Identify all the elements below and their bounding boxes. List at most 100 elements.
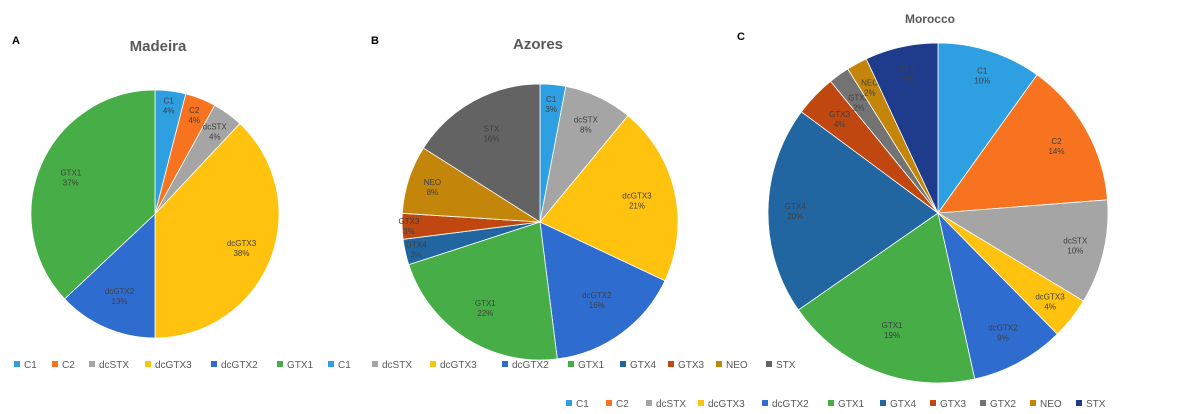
slice-label-c2: C2 14%	[1048, 137, 1064, 156]
slice-label-dcgtx2: dcGTX2 13%	[105, 287, 135, 306]
slice-label-dcstx: dcSTX 8%	[574, 116, 599, 135]
chart-title: Azores	[513, 36, 563, 53]
legend-swatch-stx	[766, 361, 772, 367]
legend-swatch-neo	[1030, 400, 1036, 406]
pie-slice-gtx1	[797, 212, 976, 384]
legend-label-gtx1: GTX1	[838, 399, 865, 410]
slice-label-gtx3: GTX3 3%	[399, 217, 420, 236]
slice-label-gtx1: GTX1 37%	[60, 169, 81, 188]
legend-label-gtx3: GTX3	[678, 360, 705, 371]
legend-label-stx: STX	[776, 360, 796, 371]
legend-swatch-dcgtx2	[211, 361, 217, 367]
slice-label-c2: C2 4%	[188, 106, 200, 125]
pie-slice-gtx1	[30, 89, 156, 300]
slice-label-stx: STX 16%	[483, 125, 499, 144]
legend-swatch-dcgtx3	[145, 361, 151, 367]
legend-swatch-dcstx	[89, 361, 95, 367]
legend-label-dcgtx2: dcGTX2	[512, 360, 549, 371]
legend-label-dcgtx2: dcGTX2	[221, 360, 258, 371]
legend-swatch-gtx1	[277, 361, 283, 367]
slice-label-dcgtx2: dcGTX2 16%	[582, 291, 612, 310]
pie-slice-gtx1	[408, 221, 558, 361]
slice-label-gtx4: GTX4 3%	[406, 241, 427, 260]
legend-swatch-gtx1	[568, 361, 574, 367]
slice-label-gtx4: GTX4 20%	[785, 202, 806, 221]
legend-swatch-dcgtx3	[430, 361, 436, 367]
legend-label-neo: NEO	[726, 360, 748, 371]
legend-label-stx: STX	[1086, 399, 1106, 410]
legend-label-dcstx: dcSTX	[99, 360, 129, 371]
legend-swatch-gtx3	[668, 361, 674, 367]
panel-letter: A	[12, 35, 20, 47]
pie-slice-dcgtx3	[539, 115, 679, 282]
slice-label-dcstx: dcSTX 4%	[203, 123, 228, 142]
legend-swatch-dcstx	[372, 361, 378, 367]
legend-swatch-c2	[606, 400, 612, 406]
pie-slice-stx	[865, 42, 939, 214]
legend-swatch-gtx4	[880, 400, 886, 406]
pie-slice-dcgtx2	[539, 221, 666, 360]
legend-swatch-c1	[14, 361, 20, 367]
legend-label-c2: C2	[62, 360, 75, 371]
legend-label-c1: C1	[24, 360, 37, 371]
legend-label-gtx1: GTX1	[578, 360, 605, 371]
legend-label-c2: C2	[616, 399, 629, 410]
legend-label-c1: C1	[576, 399, 589, 410]
legend-swatch-dcgtx2	[762, 400, 768, 406]
slice-label-gtx3: GTX3 4%	[829, 110, 850, 129]
slice-label-dcgtx3: dcGTX3 38%	[227, 239, 257, 258]
panel-letter: B	[371, 35, 379, 47]
legend-swatch-dcstx	[646, 400, 652, 406]
slice-label-dcgtx3: dcGTX3 21%	[622, 191, 652, 210]
pie-chart-madeira: A Madeira C1 4% C2 4%dcSTX 4% dcGTX3 38% dcGTX2 13…	[12, 35, 314, 371]
legend-label-dcgtx3: dcGTX3	[440, 360, 477, 371]
legend-swatch-gtx2	[980, 400, 986, 406]
legend-swatch-c1	[566, 400, 572, 406]
pie-slice-dcstx	[936, 199, 1109, 302]
legend-label-gtx3: GTX3	[940, 399, 967, 410]
chart-title: Madeira	[130, 38, 187, 55]
legend-swatch-neo	[716, 361, 722, 367]
legend-label-dcgtx3: dcGTX3	[155, 360, 192, 371]
legend-swatch-dcgtx2	[502, 361, 508, 367]
legend-label-dcstx: dcSTX	[382, 360, 412, 371]
pie-slice-c2	[937, 74, 1108, 214]
legend-label-c1: C1	[338, 360, 351, 371]
pie-slice-dcgtx3	[154, 123, 280, 339]
slice-label-c1: C1 10%	[974, 66, 990, 85]
slice-label-c1: C1 3%	[545, 95, 557, 114]
legend-label-dcstx: dcSTX	[656, 399, 686, 410]
legend-swatch-gtx1	[828, 400, 834, 406]
chart-title: Morocco	[905, 12, 955, 26]
legend-swatch-gtx3	[930, 400, 936, 406]
pie-slice-c1	[937, 42, 1038, 215]
panel-letter: C	[737, 31, 745, 43]
legend-label-dcgtx2: dcGTX2	[772, 399, 809, 410]
slice-label-c1: C1 4%	[163, 97, 175, 116]
pie-slice-gtx4	[767, 111, 939, 311]
slice-label-gtx2: GTX2 2%	[848, 93, 869, 112]
legend-swatch-dcgtx3	[698, 400, 704, 406]
legend-swatch-c2	[52, 361, 58, 367]
legend-label-neo: NEO	[1040, 399, 1062, 410]
slice-label-neo: NEO 2%	[861, 79, 878, 98]
pie-slice-dcgtx2	[937, 211, 1058, 380]
legend-label-dcgtx3: dcGTX3	[708, 399, 745, 410]
legend-swatch-gtx4	[620, 361, 626, 367]
legend-swatch-c1	[328, 361, 334, 367]
pie-slice-stx	[422, 83, 541, 223]
slice-label-neo: NEO 8%	[424, 178, 441, 197]
slice-label-dcstx: dcSTX 10%	[1063, 237, 1088, 256]
legend-label-gtx2: GTX2	[990, 399, 1017, 410]
legend-label-gtx4: GTX4	[630, 360, 657, 371]
slice-label-stx: STX 7%	[899, 65, 915, 84]
legend-label-gtx4: GTX4	[890, 399, 917, 410]
pie-slice-dcgtx2	[64, 213, 156, 339]
slice-label-gtx1: GTX1 22%	[475, 299, 496, 318]
slice-label-dcgtx3: dcGTX3 4%	[1035, 293, 1065, 312]
slice-label-gtx1: GTX1 19%	[882, 321, 903, 340]
pie-chart-azores: B Azores C1 3% dcSTX 8% dcGTX3 21% dcGTX2 16% GTX1…	[328, 35, 796, 371]
pie-chart-morocco: C Morocco C1 10% C2 14% dcSTX 10% dcGTX3 4% dcGTX2…	[566, 12, 1109, 410]
legend-swatch-stx	[1076, 400, 1082, 406]
